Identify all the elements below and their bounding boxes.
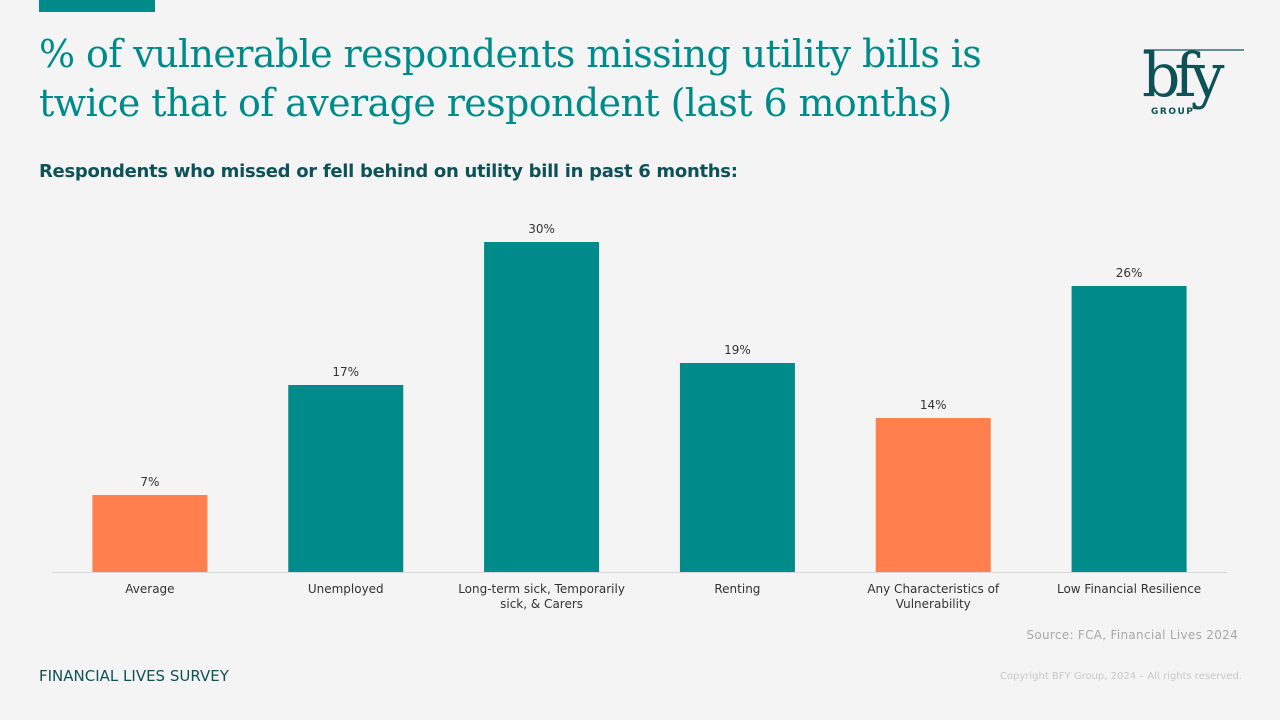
page-title: % of vulnerable respondents missing util…: [39, 30, 1099, 128]
bar-chart: 7% Average 17% Unemployed 30% Long-term sick,…: [52, 222, 1227, 611]
bar: [875, 418, 991, 572]
category-label: Unemployed: [308, 582, 384, 596]
bar: [92, 495, 208, 572]
logo-group-text: GROUP: [1151, 107, 1194, 117]
category-label-line: Any Characteristics of: [867, 582, 1000, 596]
data-label: 26%: [1116, 266, 1143, 280]
data-label: 30%: [528, 222, 555, 236]
bfy-group-logo: bfy GROUP: [1142, 41, 1244, 117]
category-label: Long-term sick, Temporarily sick, & Carer…: [458, 582, 625, 611]
category-label-line: sick, & Carers: [500, 597, 583, 611]
category-label: Average: [125, 582, 174, 596]
bar: [484, 242, 600, 572]
category-label-line: Low Financial Resilience: [1057, 582, 1201, 596]
title-line-1: % of vulnerable respondents missing util…: [39, 32, 982, 76]
data-label: 7%: [140, 475, 159, 489]
data-label: 19%: [724, 343, 751, 357]
category-label: Low Financial Resilience: [1057, 582, 1201, 596]
data-label: 17%: [332, 365, 359, 379]
copyright-note: Copyright BFY Group, 2024 – All rights r…: [999, 671, 1242, 682]
bar: [679, 363, 795, 572]
survey-label: FINANCIAL LIVES SURVEY: [39, 667, 229, 685]
category-label-line: Renting: [714, 582, 760, 596]
category-label-line: Vulnerability: [896, 597, 971, 611]
bar: [1071, 286, 1187, 572]
data-label: 14%: [920, 398, 947, 412]
accent-bar: [39, 0, 155, 12]
category-label-line: Unemployed: [308, 582, 384, 596]
category-label-line: Long-term sick, Temporarily: [458, 582, 625, 596]
category-label: Any Characteristics of Vulnerability: [867, 582, 1000, 611]
title-line-2: twice that of average respondent (last 6…: [39, 81, 952, 125]
category-label-line: Average: [125, 582, 174, 596]
chart-title: Respondents who missed or fell behind on…: [39, 161, 738, 182]
category-label: Renting: [714, 582, 760, 596]
logo-mark: bfy: [1142, 41, 1225, 111]
bar: [288, 385, 404, 572]
source-note: Source: FCA, Financial Lives 2024: [1026, 628, 1238, 642]
